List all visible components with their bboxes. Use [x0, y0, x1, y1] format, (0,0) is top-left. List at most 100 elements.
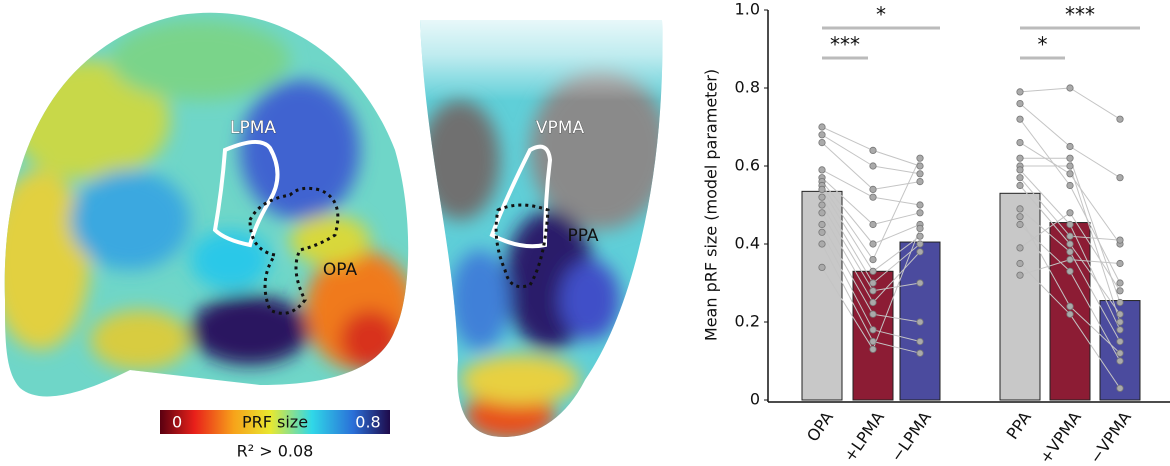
- subject-line: [821, 243, 874, 342]
- subject-point: [1066, 240, 1074, 248]
- subject-point: [1016, 100, 1024, 108]
- subject-point: [1016, 181, 1024, 190]
- subject-point: [1066, 142, 1074, 151]
- subject-point: [869, 240, 877, 248]
- subject-point: [1016, 205, 1024, 213]
- subject-line: [821, 142, 874, 190]
- subject-line: [872, 341, 921, 354]
- colorbar: [160, 410, 390, 434]
- subject-point: [1066, 170, 1074, 178]
- subject-line: [872, 235, 921, 272]
- subject-line: [1069, 212, 1121, 292]
- subject-line: [1019, 177, 1071, 237]
- region-label: LPMA: [230, 118, 276, 138]
- subject-point: [1016, 259, 1024, 268]
- x-tick-label: +LPMA: [840, 408, 888, 465]
- subject-point: [869, 193, 877, 201]
- subject-point: [1016, 166, 1024, 174]
- y-axis-title: Mean pRF size (model parameter): [702, 69, 721, 341]
- subject-point: [1116, 318, 1124, 326]
- subject-point: [1116, 357, 1124, 365]
- subject-line: [1019, 103, 1071, 147]
- subject-point: [916, 170, 924, 178]
- subject-point: [818, 193, 826, 201]
- subject-point: [818, 263, 826, 271]
- subject-point: [916, 224, 924, 232]
- subject-point: [1066, 162, 1074, 170]
- subject-line: [1019, 212, 1071, 249]
- subject-point: [869, 220, 877, 229]
- subject-line: [1069, 185, 1121, 284]
- region-label: OPA: [323, 260, 358, 280]
- subject-line: [872, 181, 921, 190]
- subject-line: [1069, 243, 1121, 315]
- subject-line: [872, 313, 921, 323]
- subject-point: [869, 337, 877, 346]
- subject-line: [821, 169, 874, 198]
- subject-point: [916, 248, 924, 256]
- subject-point: [869, 185, 877, 193]
- subject-point: [916, 349, 924, 357]
- subject-line: [1069, 165, 1121, 323]
- subject-line: [1069, 271, 1121, 362]
- subject-point: [1016, 271, 1024, 279]
- subject-point: [1116, 115, 1124, 123]
- x-tick-label: −VPMA: [1086, 408, 1135, 466]
- subject-point: [1016, 88, 1024, 96]
- subject-point: [1066, 84, 1074, 92]
- subject-line: [821, 134, 874, 167]
- subject-line: [872, 251, 921, 303]
- x-tick-label: PPA: [1003, 408, 1035, 443]
- subject-point: [818, 209, 826, 217]
- subject-point: [818, 201, 826, 209]
- subject-line: [821, 177, 874, 225]
- subject-line: [821, 204, 874, 292]
- subject-point: [1016, 174, 1024, 182]
- subject-line: [821, 126, 874, 151]
- subject-line: [1019, 169, 1071, 225]
- subject-line: [872, 149, 921, 167]
- subject-point: [818, 123, 826, 131]
- subject-line: [1019, 118, 1071, 186]
- subject-line: [872, 196, 921, 206]
- subject-point: [1116, 337, 1124, 346]
- subject-point: [818, 166, 826, 174]
- subject-point: [916, 240, 924, 248]
- lpma-outline: [212, 140, 280, 248]
- subject-point: [916, 232, 924, 240]
- y-tick-label: 0.6: [735, 156, 760, 175]
- subject-line: [821, 267, 874, 350]
- subject-line: [821, 232, 874, 331]
- subject-line: [1069, 259, 1121, 264]
- subject-point: [869, 279, 877, 287]
- subject-point: [1066, 220, 1074, 229]
- threshold-label: R² > 0.08: [237, 442, 314, 461]
- subject-point: [1016, 220, 1024, 229]
- region-label: PPA: [567, 226, 598, 246]
- subject-point: [916, 209, 924, 217]
- subject-line: [1019, 259, 1071, 276]
- subject-point: [818, 131, 826, 139]
- subject-line: [1069, 251, 1121, 342]
- subject-line: [872, 157, 921, 260]
- subject-line: [1019, 87, 1071, 93]
- subject-line: [821, 189, 874, 272]
- subject-point: [916, 279, 924, 287]
- subject-point: [1016, 244, 1024, 252]
- subject-point: [1116, 310, 1124, 318]
- colorbar-title: PRF size: [242, 413, 308, 432]
- subject-point: [916, 162, 924, 170]
- y-tick-label: 1.0: [735, 0, 760, 19]
- subject-line: [872, 329, 921, 342]
- subject-line: [1069, 87, 1121, 120]
- subject-point: [818, 185, 826, 193]
- significance-label: *: [1038, 33, 1048, 57]
- y-tick-label: 0.4: [735, 234, 760, 253]
- ppa-outline: [494, 203, 550, 289]
- x-tick-label: −LPMA: [887, 408, 935, 465]
- subject-point: [869, 267, 877, 275]
- subject-line: [1019, 185, 1071, 245]
